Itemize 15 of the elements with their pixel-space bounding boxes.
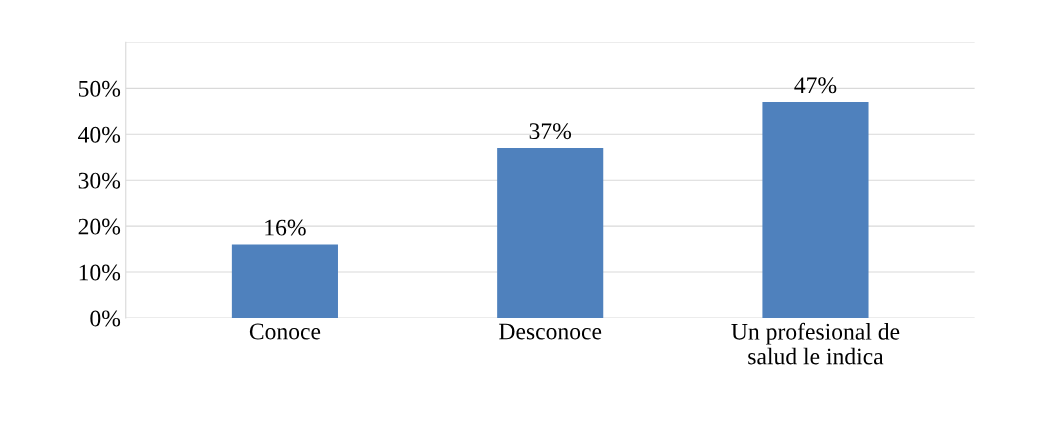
y-tick-label: 10% xyxy=(79,264,121,281)
data-label: 47% xyxy=(794,77,837,94)
bar xyxy=(762,102,869,318)
y-tick-label: 0% xyxy=(90,310,121,327)
bar xyxy=(231,244,338,318)
x-tick-label: Conoce xyxy=(249,323,321,340)
x-tick-label: Desconoce xyxy=(499,323,602,340)
y-tick-label: 40% xyxy=(78,126,121,143)
y-tick-label: 50% xyxy=(78,80,121,97)
x-tick-label: Un profesional de salud le indica xyxy=(731,322,900,365)
y-tick-label: 30% xyxy=(78,172,121,189)
y-tick-label: 20% xyxy=(78,218,121,235)
data-label: 16% xyxy=(265,219,306,236)
data-label: 37% xyxy=(529,123,572,140)
bar xyxy=(497,148,604,318)
